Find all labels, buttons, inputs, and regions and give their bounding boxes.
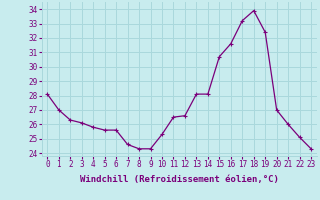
X-axis label: Windchill (Refroidissement éolien,°C): Windchill (Refroidissement éolien,°C) (80, 175, 279, 184)
